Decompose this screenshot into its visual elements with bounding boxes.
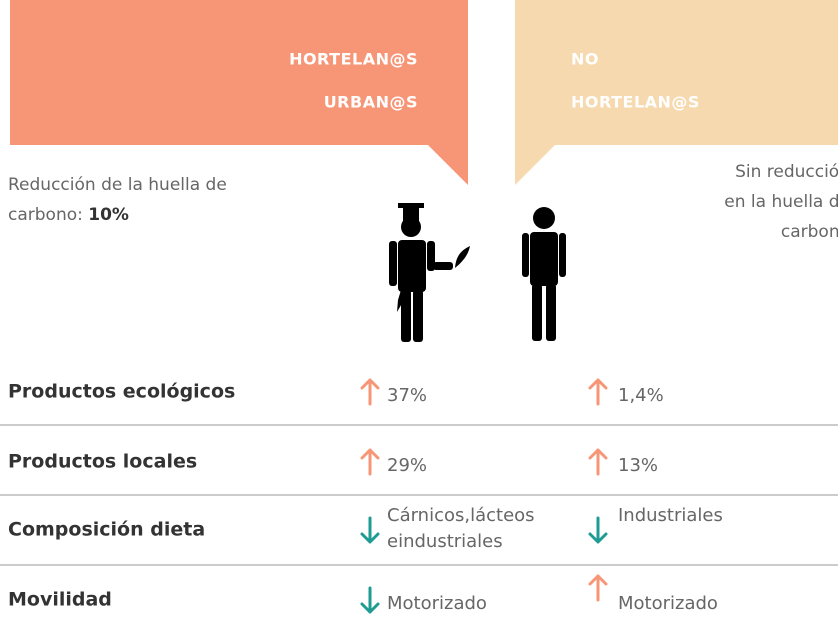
row-label: Composición dieta — [8, 519, 205, 541]
row-value: 1,4% — [618, 385, 664, 406]
header-text: HORTELAN@S — [289, 50, 418, 69]
arrow-up — [360, 378, 380, 406]
arrow-up — [588, 378, 608, 406]
header-text: URBAN@S — [324, 93, 418, 112]
arrow-path — [360, 586, 380, 614]
note-text: en la huella de — [724, 192, 838, 212]
arrow-path — [360, 378, 380, 406]
row-value: 13% — [618, 455, 658, 476]
right-bubble — [515, 0, 838, 185]
header-text: NO — [571, 50, 599, 69]
note-text: Reducción de la huella de — [8, 175, 227, 195]
gardener-icon — [389, 203, 470, 342]
arrow-up — [360, 448, 380, 476]
row-label: Productos ecológicos — [8, 381, 235, 403]
note-text: Sin reducción — [735, 162, 838, 182]
arrow-path — [588, 574, 608, 602]
arrow-up — [588, 574, 608, 602]
arrow-path — [360, 516, 380, 544]
row-value: 29% — [387, 455, 427, 476]
left-bubble — [10, 0, 468, 185]
row-value: Motorizado — [387, 593, 487, 614]
header-text: HORTELAN@S — [571, 93, 700, 112]
row-value: 37% — [387, 385, 427, 406]
row-value: Cárnicos,lácteos — [387, 505, 535, 526]
note-text: carbono: 10% — [8, 205, 129, 225]
arrow-path — [588, 378, 608, 406]
arrow-down — [360, 516, 380, 544]
note-highlight: 10% — [88, 205, 129, 225]
arrow-path — [360, 448, 380, 476]
note-text: carbono — [781, 222, 838, 242]
arrow-path — [588, 448, 608, 476]
arrow-down — [360, 586, 380, 614]
person-icon — [522, 207, 566, 341]
arrow-path — [588, 516, 608, 544]
arrow-down — [588, 516, 608, 544]
row-label: Productos locales — [8, 451, 197, 473]
row-label: Movilidad — [8, 589, 112, 611]
arrow-up — [588, 448, 608, 476]
row-value: Industriales — [618, 505, 723, 526]
row-value: Motorizado — [618, 593, 718, 614]
row-value: eindustriales — [387, 531, 503, 552]
